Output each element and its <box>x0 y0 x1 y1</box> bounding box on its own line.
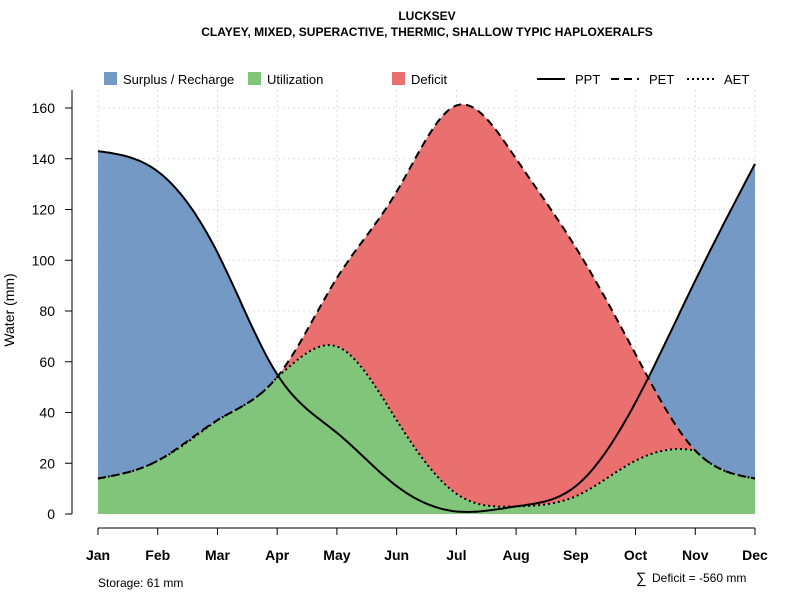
series-line-pet <box>97 103 756 480</box>
y-tick-label: 80 <box>39 303 55 319</box>
area-surplus-recharge <box>98 104 755 479</box>
x-ticks: Jan Feb Mar Apr May Jun Jul Aug Sep Oct Nov Dec <box>86 528 768 563</box>
y-tick-label: 0 <box>47 506 55 522</box>
chart-title: LUCKSEV <box>398 9 455 23</box>
x-tick-label: Nov <box>682 547 709 563</box>
x-tick-label: Sep <box>563 547 589 563</box>
y-axis-label: Water (mm) <box>1 273 17 346</box>
line-layer <box>97 103 756 513</box>
y-tick-label: 20 <box>39 455 55 471</box>
y-tick-label: 100 <box>32 252 56 268</box>
x-tick-label: Mar <box>205 547 230 563</box>
sum-symbol: ∑ <box>636 570 647 587</box>
x-tick-label: Jul <box>446 547 466 563</box>
legend-label-aet: AET <box>724 72 749 87</box>
x-tick-label: Oct <box>624 547 648 563</box>
legend-swatch-utilization <box>248 72 261 85</box>
legend-label-pet: PET <box>649 72 674 87</box>
legend-swatch-surplus <box>104 72 117 85</box>
x-tick-label: Feb <box>145 547 170 563</box>
legend-label-surplus: Surplus / Recharge <box>123 72 234 87</box>
y-tick-label: 60 <box>39 354 55 370</box>
x-tick-label: Dec <box>742 547 768 563</box>
area-utilization <box>98 345 755 514</box>
legend-label-utilization: Utilization <box>267 72 323 87</box>
x-tick-label: Jun <box>384 547 409 563</box>
y-tick-label: 40 <box>39 405 55 421</box>
legend-swatch-deficit <box>392 72 405 85</box>
x-tick-label: Apr <box>265 547 290 563</box>
legend-label-ppt: PPT <box>575 72 600 87</box>
legend-label-deficit: Deficit <box>411 72 448 87</box>
x-tick-label: Aug <box>502 547 529 563</box>
area-deficit <box>98 104 755 507</box>
y-tick-label: 140 <box>32 151 56 167</box>
area-layer <box>98 104 755 514</box>
x-tick-label: Jan <box>86 547 110 563</box>
y-tick-label: 160 <box>32 100 56 116</box>
chart-subtitle: CLAYEY, MIXED, SUPERACTIVE, THERMIC, SHA… <box>201 25 653 39</box>
y-tick-label: 120 <box>32 202 56 218</box>
series-line-ppt <box>97 150 756 513</box>
axes <box>71 90 755 529</box>
storage-annotation: Storage: 61 mm <box>98 576 183 590</box>
legend: Surplus / Recharge Utilization Deficit P… <box>104 72 749 87</box>
x-tick-label: May <box>323 547 350 563</box>
deficit-annotation: Deficit = -560 mm <box>652 571 746 585</box>
y-ticks: 0 20 40 60 80 100 120 140 160 <box>32 100 72 522</box>
